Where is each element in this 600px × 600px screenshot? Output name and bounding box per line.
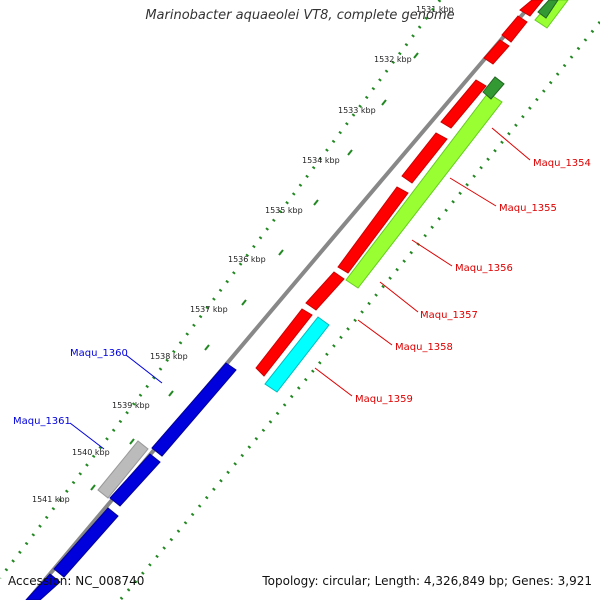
- gene-arrow: [482, 76, 505, 100]
- gene-arrow: [501, 15, 528, 43]
- gene-arrow: [305, 271, 345, 311]
- gene-arrow: [483, 39, 510, 65]
- leader-lines: [314, 127, 531, 397]
- forward-genes: [255, 0, 544, 377]
- tick-label: 1534 kbp: [302, 156, 340, 165]
- gene-label-maqu-1359: Maqu_1359: [355, 394, 413, 405]
- tick-label: 1538 kbp: [150, 352, 188, 361]
- gene-arrow: [440, 79, 487, 129]
- tick-label: 1539 kbp: [112, 401, 150, 410]
- map-title: Marinobacter aquaeolei VT8, complete gen…: [145, 8, 455, 23]
- gene-arrow: [255, 308, 313, 377]
- gene-label-maqu-1360: Maqu_1360: [70, 348, 128, 359]
- gene-arrow: [519, 0, 544, 17]
- backbone-line: [26, 0, 537, 600]
- gene-arrow: [337, 186, 409, 274]
- tick-marks: [90, 52, 419, 491]
- gene-arrow: [97, 440, 149, 499]
- tick-label: 1535 kbp: [265, 206, 303, 215]
- right-dotted-line: [118, 21, 600, 600]
- gene-label-maqu-1356: Maqu_1356: [455, 263, 513, 274]
- tick-label: 1537 kbp: [190, 305, 228, 314]
- genome-summary: Topology: circular; Length: 4,326,849 bp…: [262, 574, 592, 588]
- tick-label: 1541 kbp: [32, 495, 70, 504]
- tick-label: 1533 kbp: [338, 106, 376, 115]
- left-dotted-line: [0, 0, 442, 579]
- gene-label-maqu-1354: Maqu_1354: [533, 158, 591, 169]
- gene-arrow: [151, 362, 237, 457]
- gene-label-maqu-1358: Maqu_1358: [395, 342, 453, 353]
- tick-label: 1536 kbp: [228, 255, 266, 264]
- leader-lines-blue: [69, 354, 163, 450]
- gene-arrow: [25, 573, 61, 600]
- gene-arrow: [53, 507, 119, 578]
- gene-label-maqu-1357: Maqu_1357: [420, 310, 478, 321]
- gene-arrow: [537, 0, 559, 19]
- tick-label: 1531 kbp: [416, 5, 454, 14]
- tick-label: 1532 kbp: [374, 55, 412, 64]
- gene-arrow: [401, 132, 448, 184]
- gene-arrow: [109, 453, 161, 507]
- gene-arrow: [345, 92, 503, 289]
- gene-label-maqu-1361: Maqu_1361: [13, 416, 71, 427]
- gene-label-maqu-1355: Maqu_1355: [499, 203, 557, 214]
- reverse-genes: [25, 362, 237, 600]
- tick-label: 1540 kbp: [72, 448, 110, 457]
- accession-text: Accession: NC_008740: [8, 574, 145, 588]
- gene-arrow: [264, 316, 330, 393]
